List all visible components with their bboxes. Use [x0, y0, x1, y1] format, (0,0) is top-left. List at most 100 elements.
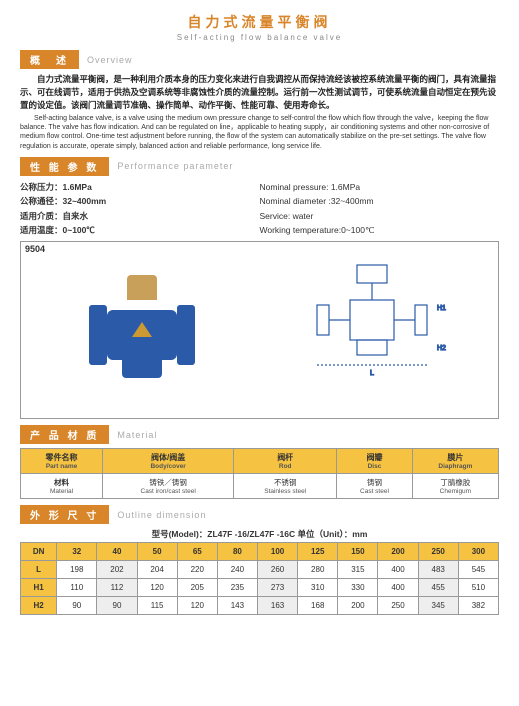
p-cn-0: 公称压力：1.6MPa [20, 180, 260, 194]
mh1: 阀体/阀盖Body/cover [103, 449, 234, 474]
p-cn-1: 公称通径：32~400mm [20, 194, 260, 208]
mv1: 不锈钢Stainless steel [234, 474, 337, 499]
mh4: 膜片Diaphragm [412, 449, 498, 474]
dim-h-5: 80 [217, 543, 257, 561]
mv0: 铸铁／铸钢Cast iron/cast steel [103, 474, 234, 499]
dim-row-H2: H29090115120143163168200250345382 [21, 597, 499, 615]
dim-c-2-0: H2 [21, 597, 57, 615]
dim-c-0-0: L [21, 561, 57, 579]
dim-h-4: 65 [177, 543, 217, 561]
mh3: 阀瓣Disc [337, 449, 413, 474]
dim-h-2: 40 [97, 543, 137, 561]
dim-c-2-8: 200 [338, 597, 378, 615]
material-badge: 产 品 材 质 [20, 425, 109, 444]
outline-en: Outline dimension [117, 510, 206, 520]
dim-c-0-2: 202 [97, 561, 137, 579]
dim-c-1-7: 310 [298, 579, 338, 597]
perf-en: Performance parameter [117, 161, 233, 171]
p-en-1: Nominal diameter :32~400mm [260, 194, 500, 208]
dim-c-2-9: 250 [378, 597, 418, 615]
mat-header-row: 零件名称Part name 阀体/阀盖Body/cover 阀杆Rod 阀瓣Di… [21, 449, 499, 474]
dim-c-1-8: 330 [338, 579, 378, 597]
main-title-cn: 自力式流量平衡阀 [20, 12, 499, 32]
dim-h-10: 250 [418, 543, 458, 561]
dim-h-0: DN [21, 543, 57, 561]
section-perf-head: 性 能 参 数 Performance parameter [20, 157, 499, 176]
dim-row-H1: H1110112120205235273310330400455510 [21, 579, 499, 597]
mh2: 阀杆Rod [234, 449, 337, 474]
dim-h-7: 125 [298, 543, 338, 561]
section-material-head: 产 品 材 质 Material [20, 425, 499, 444]
figure-number: 9504 [25, 244, 45, 254]
params-en: Nominal pressure: 1.6MPa Nominal diamete… [260, 180, 500, 238]
dim-c-0-11: 545 [458, 561, 498, 579]
dim-c-0-5: 240 [217, 561, 257, 579]
valve-photo [24, 245, 260, 415]
dim-c-0-9: 400 [378, 561, 418, 579]
dim-row-L: L198202204220240260280315400483545 [21, 561, 499, 579]
dim-c-1-2: 112 [97, 579, 137, 597]
dim-h-3: 50 [137, 543, 177, 561]
svg-text:H2: H2 [437, 345, 446, 352]
p-cn-3: 适用温度：0~100℃ [20, 223, 260, 237]
mh0: 零件名称Part name [21, 449, 103, 474]
dimension-table: DN3240506580100125150200250300 L19820220… [20, 542, 499, 615]
dim-c-0-1: 198 [57, 561, 97, 579]
svg-text:H1: H1 [437, 305, 446, 312]
valve-diagram: H1 H2 L [260, 245, 496, 415]
dim-c-0-6: 260 [258, 561, 298, 579]
main-title-en: Self-acting flow balance valve [20, 33, 499, 42]
dim-c-0-3: 204 [137, 561, 177, 579]
section-outline-head: 外 形 尺 寸 Outline dimension [20, 505, 499, 524]
dim-c-2-6: 163 [258, 597, 298, 615]
params-cn: 公称压力：1.6MPa 公称通径：32~400mm 适用介质：自来水 适用温度：… [20, 180, 260, 238]
dim-c-2-1: 90 [57, 597, 97, 615]
params-block: 公称压力：1.6MPa 公称通径：32~400mm 适用介质：自来水 适用温度：… [20, 180, 499, 238]
figure-box: 9504 H1 H2 L [20, 241, 499, 419]
p-en-3: Working temperature:0~100℃ [260, 223, 500, 237]
dim-c-2-10: 345 [418, 597, 458, 615]
dim-c-1-6: 273 [258, 579, 298, 597]
dim-c-0-4: 220 [177, 561, 217, 579]
dim-c-1-4: 205 [177, 579, 217, 597]
svg-text:L: L [370, 370, 374, 377]
mv3: 丁腈橡胶Chemigum [412, 474, 498, 499]
dim-c-1-5: 235 [217, 579, 257, 597]
dim-header-row: DN3240506580100125150200250300 [21, 543, 499, 561]
dim-c-2-5: 143 [217, 597, 257, 615]
overview-en: Overview [87, 55, 133, 65]
dim-c-1-11: 510 [458, 579, 498, 597]
perf-badge: 性 能 参 数 [20, 157, 109, 176]
dim-c-1-0: H1 [21, 579, 57, 597]
outline-badge: 外 形 尺 寸 [20, 505, 109, 524]
dim-h-11: 300 [458, 543, 498, 561]
dim-h-8: 150 [338, 543, 378, 561]
dim-c-2-11: 382 [458, 597, 498, 615]
mv2: 铸钢Cast steel [337, 474, 413, 499]
dim-c-1-9: 400 [378, 579, 418, 597]
mat-value-row: 材料Material 铸铁／铸钢Cast iron/cast steel 不锈钢… [21, 474, 499, 499]
dim-c-2-4: 120 [177, 597, 217, 615]
dim-c-1-3: 120 [137, 579, 177, 597]
dim-c-0-7: 280 [298, 561, 338, 579]
mrl: 材料Material [21, 474, 103, 499]
dim-c-0-10: 483 [418, 561, 458, 579]
p-cn-2: 适用介质：自来水 [20, 209, 260, 223]
dim-c-1-1: 110 [57, 579, 97, 597]
overview-badge: 概 述 [20, 50, 79, 69]
model-line: 型号(Model)：ZL47F -16/ZL47F -16C 单位（Unit）：… [20, 528, 499, 540]
p-en-0: Nominal pressure: 1.6MPa [260, 180, 500, 194]
dim-h-9: 200 [378, 543, 418, 561]
dim-c-2-7: 168 [298, 597, 338, 615]
p-en-2: Service: water [260, 209, 500, 223]
dim-c-1-10: 455 [418, 579, 458, 597]
dim-c-2-3: 115 [137, 597, 177, 615]
dim-h-1: 32 [57, 543, 97, 561]
overview-text-cn: 自力式流量平衡阀，是一种利用介质本身的压力变化来进行自我调控从而保持流经该被控系… [20, 73, 499, 111]
dim-c-2-2: 90 [97, 597, 137, 615]
dim-c-0-8: 315 [338, 561, 378, 579]
section-overview-head: 概 述 Overview [20, 50, 499, 69]
material-en: Material [117, 430, 157, 440]
dim-h-6: 100 [258, 543, 298, 561]
material-table: 零件名称Part name 阀体/阀盖Body/cover 阀杆Rod 阀瓣Di… [20, 448, 499, 499]
